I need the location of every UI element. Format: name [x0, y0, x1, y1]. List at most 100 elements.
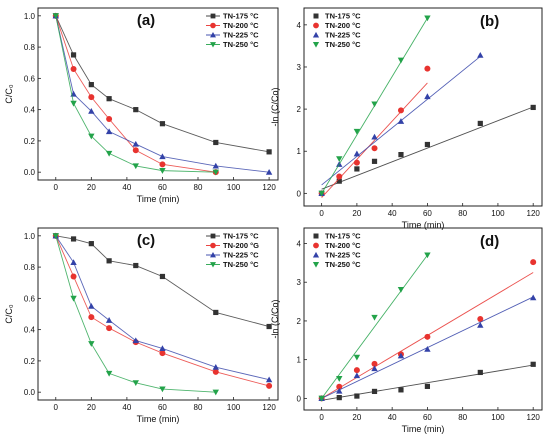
- legend-label: TN-175 °C: [223, 12, 259, 21]
- plot-frame: [303, 7, 543, 207]
- legend-marker: [210, 32, 216, 38]
- chart-panel: 0 20 40 60 80 100 120 0.0 0.2 0.4 0.6 0.8 1.0 Time (m…: [4, 7, 279, 204]
- fit-line: [321, 106, 534, 190]
- y-tick-label: 4: [297, 239, 302, 248]
- x-tick-label: 0: [319, 209, 324, 218]
- legend-marker: [313, 22, 319, 29]
- legend-marker: [312, 251, 320, 258]
- data-point: [477, 321, 484, 328]
- series: [52, 232, 273, 383]
- y-tick-label: 1.0: [24, 12, 36, 21]
- data-point: [424, 15, 431, 22]
- data-point: [88, 94, 95, 101]
- x-tick-label: 20: [87, 403, 96, 412]
- data-point: [132, 380, 139, 386]
- data-point: [530, 361, 536, 367]
- series: [52, 12, 273, 175]
- data-point: [70, 100, 77, 107]
- y-axis-label: C/C₀: [4, 304, 14, 323]
- data-point: [477, 316, 484, 322]
- data-point: [88, 108, 95, 114]
- legend-marker: [210, 13, 216, 19]
- x-tick-label: 40: [122, 183, 131, 192]
- data-point: [106, 258, 112, 264]
- data-point: [105, 370, 113, 377]
- y-tick-label: 3: [297, 278, 302, 287]
- y-tick-label: 1.0: [24, 232, 36, 241]
- panel-label: (b): [480, 13, 499, 30]
- y-axis-label: C/C₀: [4, 84, 14, 103]
- data-point: [353, 128, 361, 135]
- legend: TN-175 °CTN-200 °CTN-225 °CTN-250 °C: [312, 12, 361, 49]
- series-line: [55, 235, 216, 393]
- x-tick-label: 40: [122, 403, 131, 412]
- legend-label: TN-250 °C: [325, 260, 361, 269]
- data-point: [371, 365, 378, 372]
- legend-label: TN-175 °C: [325, 12, 361, 21]
- data-point: [336, 383, 343, 390]
- x-tick-label: 100: [227, 183, 241, 192]
- data-point: [133, 262, 139, 269]
- legend-marker: [210, 22, 216, 29]
- series: [52, 12, 219, 176]
- fit-line: [321, 254, 428, 399]
- x-tick-label: 100: [227, 403, 241, 412]
- legend-label: TN-200 °C: [325, 241, 361, 250]
- series: [52, 13, 219, 176]
- data-point: [70, 236, 77, 242]
- series: [319, 361, 536, 401]
- data-point: [424, 141, 431, 148]
- data-point: [88, 82, 94, 88]
- data-point: [70, 259, 77, 265]
- y-tick-label: 2: [297, 317, 302, 326]
- legend-marker: [312, 262, 320, 268]
- data-point: [336, 178, 342, 184]
- legend-marker: [210, 233, 216, 239]
- data-point: [336, 376, 343, 382]
- data-point: [212, 169, 219, 176]
- legend-label: TN-200 °C: [223, 21, 259, 30]
- legend-label: TN-175 °C: [325, 232, 361, 241]
- data-point: [52, 233, 59, 240]
- y-tick-label: 0.0: [24, 388, 36, 397]
- legend-marker: [210, 252, 216, 258]
- x-tick-label: 40: [388, 209, 397, 218]
- y-tick-label: 0.2: [24, 137, 36, 146]
- data-point: [132, 140, 139, 147]
- data-point: [70, 273, 77, 280]
- data-point: [318, 395, 325, 402]
- y-axis-label: -ln (C/Co): [270, 87, 280, 126]
- legend: TN-175 °CTN-200 °CTN-225 °CTN-250 °C: [206, 12, 259, 49]
- data-point: [159, 153, 166, 160]
- data-point: [477, 369, 483, 376]
- data-point: [266, 149, 272, 155]
- x-tick-label: 120: [527, 413, 541, 422]
- data-point: [266, 382, 273, 389]
- x-tick-label: 100: [491, 413, 505, 422]
- data-point: [132, 163, 139, 170]
- data-point: [398, 387, 404, 393]
- y-tick-label: 1: [297, 147, 302, 156]
- legend-marker: [210, 242, 216, 249]
- data-point: [371, 158, 378, 164]
- panel-label: (d): [480, 233, 499, 250]
- y-tick-label: 1: [297, 356, 302, 365]
- series: [318, 65, 431, 198]
- data-point: [424, 383, 431, 389]
- data-point: [105, 150, 113, 157]
- legend-label: TN-225 °C: [325, 31, 361, 40]
- data-point: [424, 346, 431, 352]
- legend-label: TN-225 °C: [325, 251, 361, 260]
- data-point: [371, 145, 378, 152]
- data-point: [265, 376, 273, 383]
- y-tick-label: 0.0: [24, 168, 36, 177]
- data-point: [70, 295, 77, 302]
- data-point: [397, 57, 405, 64]
- data-point: [212, 363, 219, 370]
- data-point: [52, 13, 59, 20]
- y-tick-label: 0.6: [24, 74, 36, 83]
- data-point: [530, 259, 537, 266]
- x-tick-label: 60: [423, 209, 432, 218]
- data-point: [132, 147, 139, 154]
- data-point: [159, 121, 166, 127]
